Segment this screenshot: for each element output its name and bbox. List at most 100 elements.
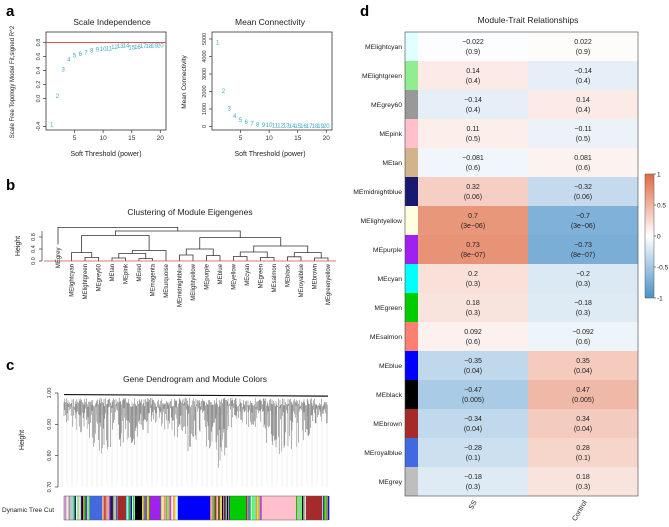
module-color-swatch: [405, 380, 418, 409]
module-color-band: [83, 496, 85, 520]
mean-connectivity-xtick-label: 15: [294, 135, 302, 142]
scale-independence-frame: [45, 31, 167, 131]
mean-connectivity-point: 9: [262, 123, 266, 129]
eigengene-leaf-label: MElightcyan: [70, 264, 76, 297]
ss-cell: [418, 409, 528, 438]
control-cell: [528, 90, 638, 119]
eigengene-leaf-label: MEgrey: [56, 248, 62, 269]
control-pvalue: (0.4): [576, 78, 590, 85]
module-name: MEgreen: [374, 305, 402, 312]
control-pvalue: (0.04): [574, 368, 592, 375]
ss-correlation: 0.11: [466, 126, 479, 133]
module-color-band: [130, 496, 133, 520]
module-color-swatch: [405, 148, 418, 177]
ss-pvalue: (0.6): [466, 339, 480, 346]
scale-independence-point: 9: [96, 48, 100, 54]
module-color-band: [175, 496, 177, 520]
ss-cell: [418, 380, 528, 409]
legend-tick-label: -0.5: [657, 265, 669, 272]
ss-correlation: 0.7: [468, 213, 478, 220]
mean-connectivity-point: 15: [294, 124, 301, 130]
module-color-swatch: [405, 119, 418, 148]
module-row: MElightgreen 0.14 (0.4) −0.14 (0.4): [362, 61, 638, 90]
eigengene-ytick-label: 0.4: [31, 245, 37, 253]
control-pvalue: (0.4): [576, 107, 590, 114]
ss-correlation: −0.081: [462, 155, 484, 162]
gene-dendrogram-plot: Gene Dendrogram and Module Colors 0.700.…: [2, 374, 330, 521]
module-color-band: [73, 496, 75, 520]
module-color-band: [102, 496, 104, 520]
control-correlation: −0.18: [574, 300, 592, 307]
module-color-band: [115, 496, 117, 520]
ss-pvalue: (0.5): [466, 136, 480, 143]
eigengene-leaf-label: MEyellow: [232, 263, 238, 289]
control-cell: [528, 235, 638, 264]
trait-label: SS: [468, 499, 479, 511]
eigengene-clustering-plot: Clustering of Module Eigengenes 0.00.40.…: [15, 207, 336, 307]
control-cell: [528, 148, 638, 177]
legend-tick-label: -1: [657, 296, 663, 303]
module-name: MEcyan: [377, 276, 402, 283]
ss-correlation: 0.73: [466, 242, 480, 249]
module-color-band: [224, 496, 226, 520]
eigengene-leaf-label: MEtan: [110, 264, 116, 281]
eigengene-leaf-label: MEgreenyellow: [326, 263, 332, 305]
module-color-band: [230, 496, 246, 520]
module-color-band: [79, 496, 81, 520]
mean-connectivity-point: 19: [317, 124, 324, 130]
ss-cell: [418, 90, 528, 119]
control-correlation: −0.092: [572, 329, 594, 336]
ss-pvalue: (0.3): [466, 310, 480, 317]
module-row: MEblack −0.47 (0.005) 0.47 (0.005): [376, 380, 638, 409]
module-color-band: [66, 496, 68, 520]
gene-dendrogram-y-ticks: 0.70 0.80 0.90 1.00: [47, 388, 58, 492]
control-cell: [528, 264, 638, 293]
module-name: MEpink: [379, 131, 402, 138]
control-cell: [528, 351, 638, 380]
control-correlation: −0.11: [574, 126, 591, 133]
module-color-band: [225, 496, 227, 520]
module-color-band: [74, 496, 77, 520]
gene-dendrogram-ytick-label: 0.90: [47, 419, 53, 430]
module-color-band: [178, 496, 210, 520]
control-cell: [528, 467, 638, 496]
eigengene-branch: [57, 227, 179, 245]
module-color-band: [112, 496, 115, 520]
module-color-band: [226, 496, 229, 520]
control-correlation: −0.14: [574, 68, 592, 75]
eigengene-branch: [71, 252, 93, 261]
dynamic-tree-cut-label: Dynamic Tree Cut: [2, 507, 54, 514]
control-cell: [528, 380, 638, 409]
module-color-band: [110, 496, 112, 520]
eigengene-clustering-title: Clustering of Module Eigengenes: [127, 207, 252, 217]
module-color-band: [173, 496, 175, 520]
module-color-band: [219, 496, 221, 520]
module-row: MEpurple 0.73 (8e−07) −0.73 (8e−07): [373, 235, 638, 264]
ss-cell: [418, 351, 528, 380]
module-row: MEbrown −0.34 (0.04) 0.34 (0.04): [373, 409, 638, 438]
ss-cell: [418, 293, 528, 322]
module-color-band: [160, 496, 162, 520]
module-color-swatch: [405, 467, 418, 496]
module-color-strip-frame: [63, 495, 329, 521]
module-color-band: [166, 496, 168, 520]
control-pvalue: (0.005): [572, 397, 594, 404]
mean-connectivity-xtick-label: 10: [266, 135, 274, 142]
scale-independence-point: 4: [67, 58, 71, 64]
panel-d-letter: d: [360, 3, 369, 20]
module-color-band: [258, 496, 260, 520]
ss-cell: [418, 264, 528, 293]
eigengene-leaf-label: MElightyellow: [191, 263, 197, 300]
module-row: MElightyellow 0.7 (3e−06) −0.7 (3e−06): [360, 206, 638, 235]
ss-correlation: −0.35: [464, 358, 482, 365]
module-color-band: [218, 496, 220, 520]
module-color-band: [304, 496, 306, 520]
gene-dendrogram-top: [63, 393, 329, 397]
module-row: MEpink 0.11 (0.5) −0.11 (0.5): [379, 119, 638, 148]
ss-correlation: −0.022: [462, 39, 484, 46]
module-color-band: [328, 496, 330, 520]
control-correlation: 0.28: [576, 445, 590, 452]
module-color-band: [150, 496, 160, 520]
scale-independence-ytick-label: 0.2: [36, 81, 42, 89]
